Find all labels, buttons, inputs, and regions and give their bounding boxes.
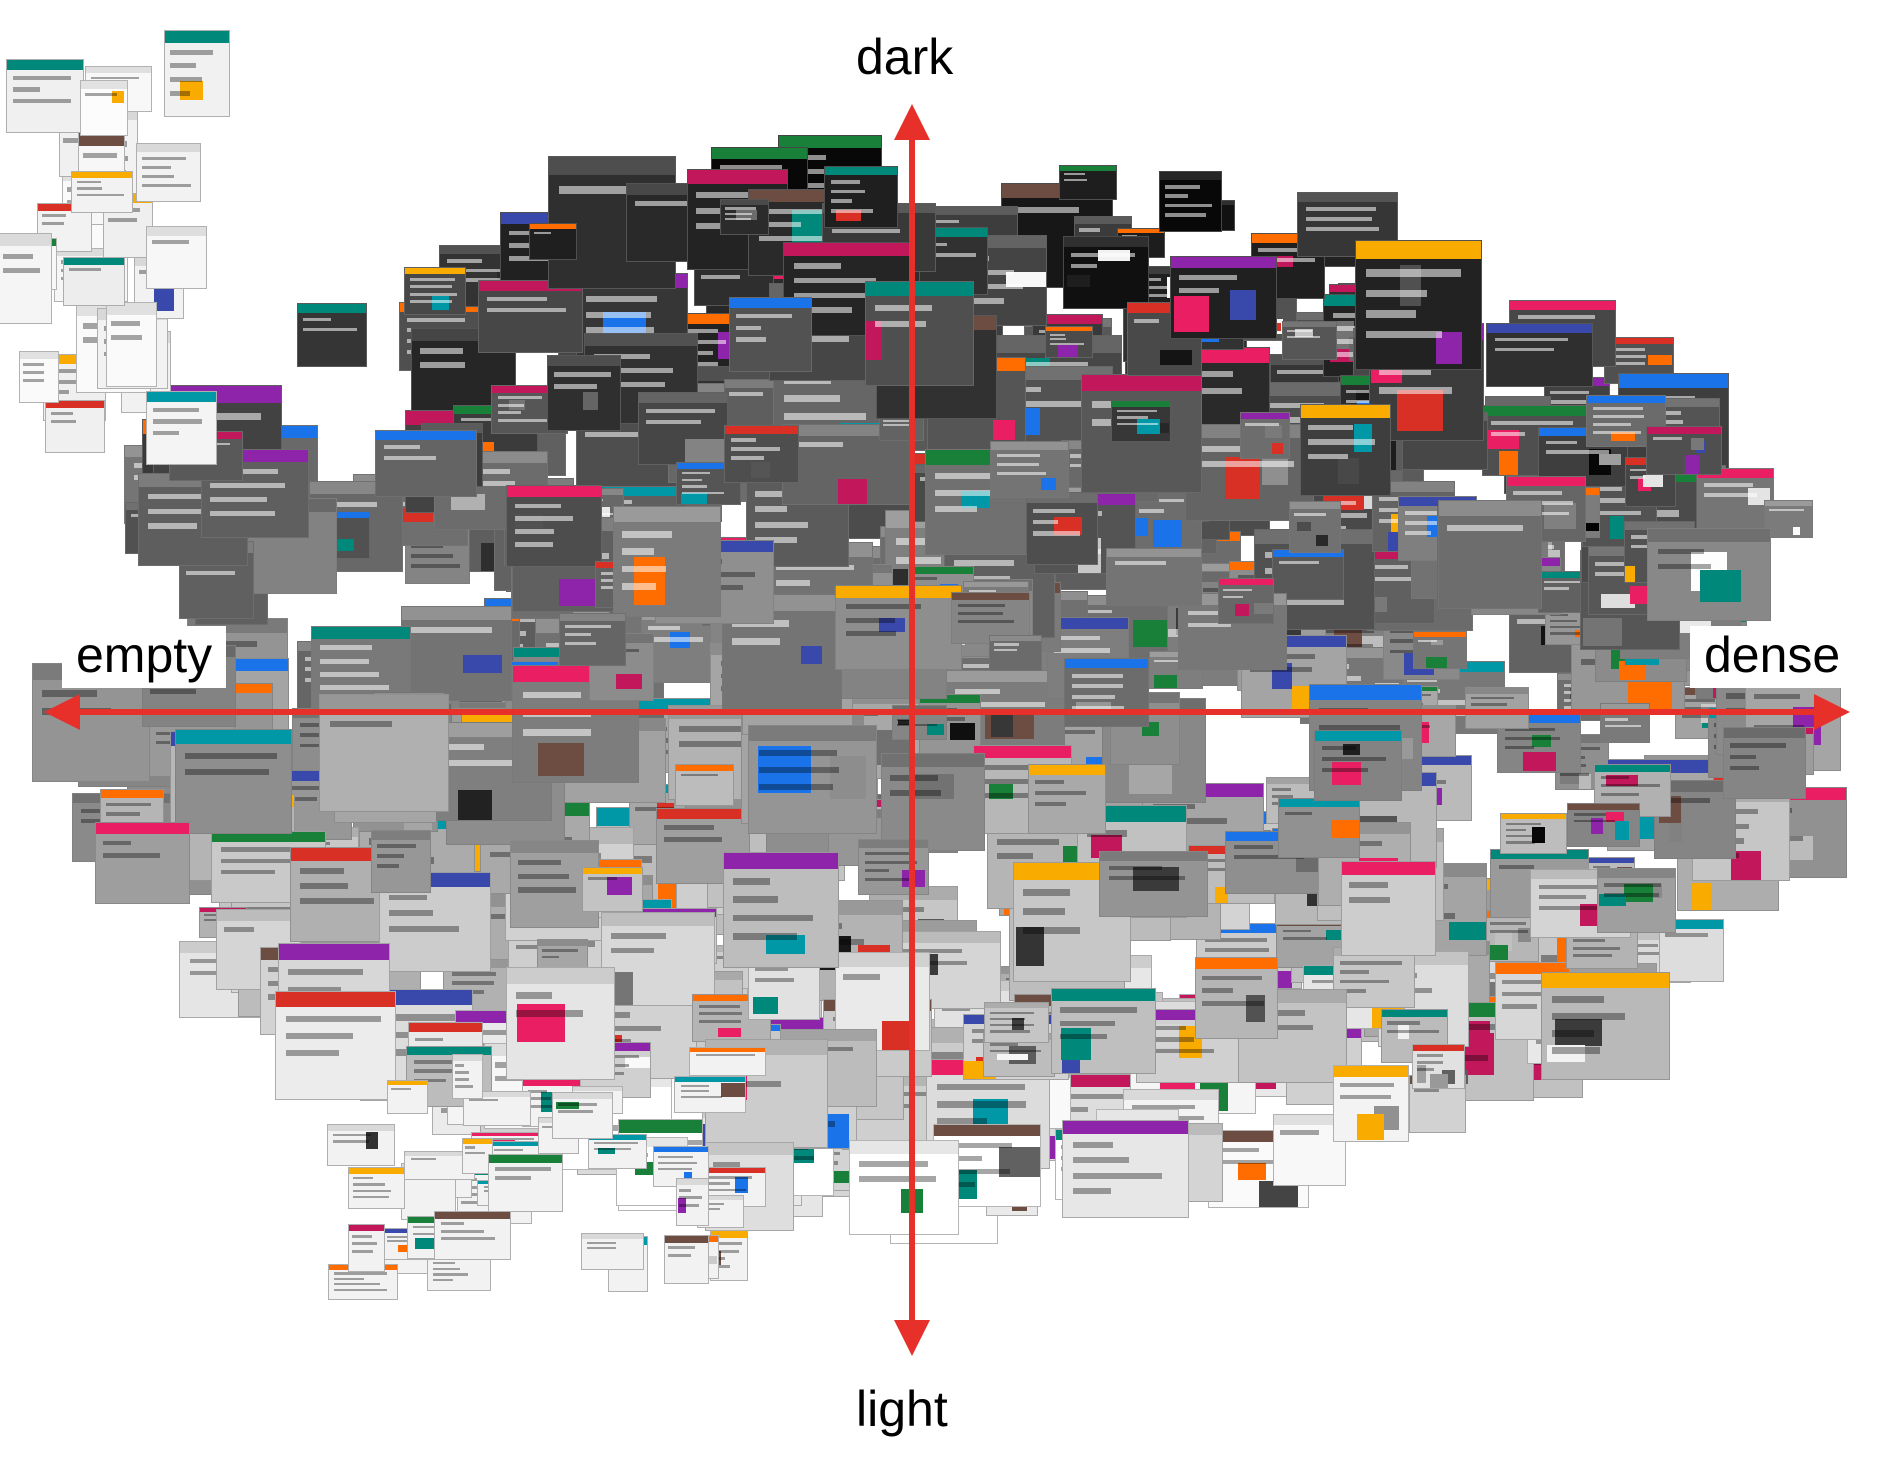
axis-label-empty: empty <box>62 626 227 688</box>
screenshot-thumbnail <box>1500 813 1567 854</box>
screenshot-thumbnail <box>1541 972 1670 1080</box>
screenshot-thumbnail <box>1272 549 1344 600</box>
screenshot-thumbnail <box>1697 468 1774 534</box>
screenshot-thumbnail <box>1045 326 1093 358</box>
axis-label-dense: dense <box>1690 626 1855 688</box>
screenshot-thumbnail <box>401 606 512 701</box>
screenshot-thumbnail <box>1059 165 1117 200</box>
axis-label-dark: dark <box>842 28 968 90</box>
screenshot-thumbnail <box>1081 374 1202 493</box>
screenshot-thumbnail <box>1240 412 1290 459</box>
axis-label-light: light <box>842 1380 962 1442</box>
screenshot-thumbnail <box>404 267 466 315</box>
